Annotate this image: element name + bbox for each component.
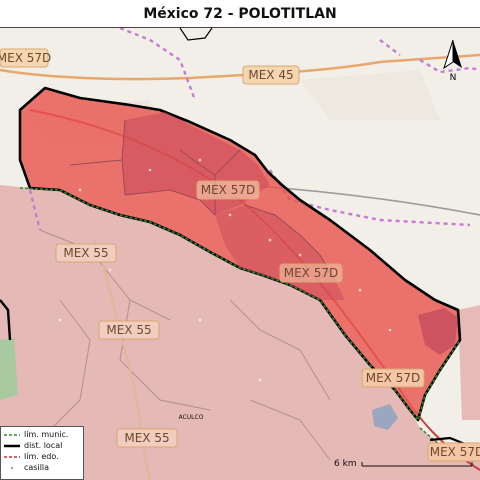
district-local-line [179, 28, 213, 41]
legend-swatch-dot [10, 466, 14, 469]
road-shield-mex45: MEX 45 [242, 65, 300, 85]
district-local-line [0, 299, 12, 341]
legend-item-municipal: lím. munic. [4, 429, 80, 440]
municipal-limit-line [19, 187, 461, 422]
svg-text:MEX 57D: MEX 57D [201, 183, 255, 197]
legend-item-casilla: casilla [4, 462, 80, 473]
neighbor-district-area [0, 185, 480, 480]
svg-text:MEX 57D: MEX 57D [284, 266, 338, 280]
road-shield-mex57d-se: MEX 57D [427, 442, 480, 462]
legend-item-state: lím. edo. [4, 451, 80, 462]
green-area [0, 338, 18, 400]
svg-text:MEX 55: MEX 55 [106, 323, 151, 337]
district-section-dark [418, 308, 458, 355]
section-lines [39, 229, 331, 461]
legend-item-local-district: dist. local [4, 440, 80, 451]
legend-label: lím. munic. [24, 430, 69, 439]
road-shield-mex55-upper: MEX 55 [55, 243, 117, 263]
scale-bar-label: 6 km [334, 459, 357, 469]
map-legend: lím. munic. dist. local lím. edo. casill… [0, 426, 84, 480]
svg-text:MEX 57D: MEX 57D [0, 51, 51, 65]
map-canvas[interactable]: MEX 57D MEX 45 MEX 57D MEX 55 MEX 57D ME… [0, 28, 480, 480]
road-shield-mex57d-nw: MEX 57D [0, 48, 51, 68]
legend-swatch-red-dashed [4, 455, 20, 458]
svg-text:N: N [450, 73, 457, 82]
scale-bar [361, 462, 473, 467]
legend-swatch-green-dashed [4, 433, 20, 436]
svg-text:MEX 57D: MEX 57D [430, 445, 480, 459]
casilla-points [58, 158, 392, 442]
road-shield-mex57d-mid: MEX 57D [279, 263, 343, 283]
map-title: México 72 - POLOTITLAN [0, 0, 480, 28]
road-shield-mex55-mid: MEX 55 [98, 320, 160, 340]
road-shield-mex55-lower: MEX 55 [116, 428, 178, 448]
lake [372, 404, 398, 430]
road-shield-mex57d-center: MEX 57D [196, 180, 260, 200]
svg-text:MEX 55: MEX 55 [63, 246, 108, 260]
svg-text:MEX 57D: MEX 57D [366, 371, 420, 385]
legend-label: dist. local [24, 441, 63, 450]
north-arrow-icon: N [443, 39, 462, 82]
svg-text:MEX 45: MEX 45 [248, 68, 293, 82]
legend-label: casilla [24, 463, 50, 472]
town-label-aculco: ACULCO [179, 414, 204, 421]
legend-label: lím. edo. [24, 452, 59, 461]
svg-text:MEX 55: MEX 55 [124, 431, 169, 445]
neighbor-district-area [458, 305, 480, 420]
terrain-patch [300, 70, 440, 120]
road-shield-mex57d-lower: MEX 57D [361, 368, 425, 388]
legend-swatch-black-solid [4, 444, 20, 447]
